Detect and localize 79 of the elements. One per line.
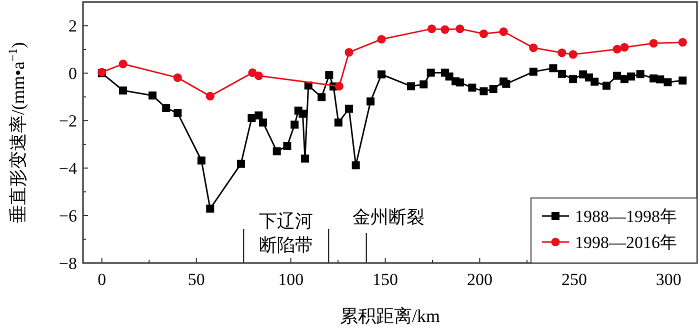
x-tick-label: 250 <box>561 270 587 289</box>
point <box>678 38 687 47</box>
point <box>420 80 428 88</box>
point <box>602 82 611 90</box>
y-tick-label: 0 <box>68 64 77 84</box>
point <box>366 97 375 106</box>
legend-label: 1988—1998年 <box>575 207 677 226</box>
point <box>162 104 170 112</box>
point <box>590 78 599 86</box>
point <box>259 118 268 127</box>
point <box>612 44 622 54</box>
x-tick-label: 50 <box>188 270 205 289</box>
x-axis-title: 累积距离/km <box>340 306 440 326</box>
y-tick-label: −8 <box>58 254 77 273</box>
point <box>440 25 450 34</box>
point <box>378 70 386 78</box>
point <box>456 24 464 34</box>
point <box>468 84 476 92</box>
point <box>406 82 415 90</box>
y-tick-label: −4 <box>58 159 78 178</box>
legend-label: 1998—2016年 <box>575 233 677 252</box>
point <box>479 29 488 38</box>
point <box>427 24 436 34</box>
point <box>173 73 182 82</box>
point <box>254 71 263 80</box>
point <box>352 161 360 170</box>
point <box>118 60 128 68</box>
x-tick-label: 0 <box>98 270 106 289</box>
point <box>529 68 538 76</box>
point <box>206 92 214 100</box>
x-tick-label: 100 <box>278 270 304 289</box>
point <box>620 43 629 52</box>
point <box>568 50 578 59</box>
point <box>426 68 435 77</box>
point <box>300 154 309 163</box>
point <box>678 76 687 85</box>
point <box>549 64 558 72</box>
point <box>627 72 636 81</box>
point <box>499 27 508 36</box>
point <box>254 111 263 120</box>
point <box>334 82 344 91</box>
point <box>248 114 256 122</box>
point <box>480 87 488 96</box>
point <box>272 147 281 156</box>
point <box>148 91 157 100</box>
point <box>325 71 334 80</box>
point <box>248 68 257 78</box>
point <box>283 142 292 150</box>
point <box>613 72 622 80</box>
point <box>569 75 578 84</box>
point <box>298 110 307 118</box>
point <box>236 160 245 168</box>
point <box>197 156 206 164</box>
x-tick-label: 200 <box>466 270 492 289</box>
y-tick-label: −6 <box>58 206 77 226</box>
point <box>334 118 342 127</box>
point <box>636 70 644 78</box>
point <box>649 38 658 48</box>
point <box>558 70 566 78</box>
point <box>456 78 464 86</box>
point <box>558 48 566 58</box>
ref-line-label: 金州断裂 <box>352 207 424 227</box>
point <box>344 48 354 57</box>
x-tick-label: 150 <box>372 270 398 289</box>
point <box>529 43 538 52</box>
point <box>318 93 326 102</box>
point <box>345 104 354 113</box>
point <box>206 204 214 213</box>
x-tick-label: 300 <box>656 270 682 289</box>
point <box>290 120 299 129</box>
point <box>174 109 182 118</box>
point <box>119 86 128 95</box>
point <box>377 34 386 44</box>
y-tick-label: 2 <box>68 16 77 36</box>
point <box>502 80 510 88</box>
point <box>664 78 672 86</box>
y-tick-label: −2 <box>58 112 77 131</box>
point <box>489 85 498 94</box>
annotation: 下辽河断陷带 <box>259 211 314 255</box>
